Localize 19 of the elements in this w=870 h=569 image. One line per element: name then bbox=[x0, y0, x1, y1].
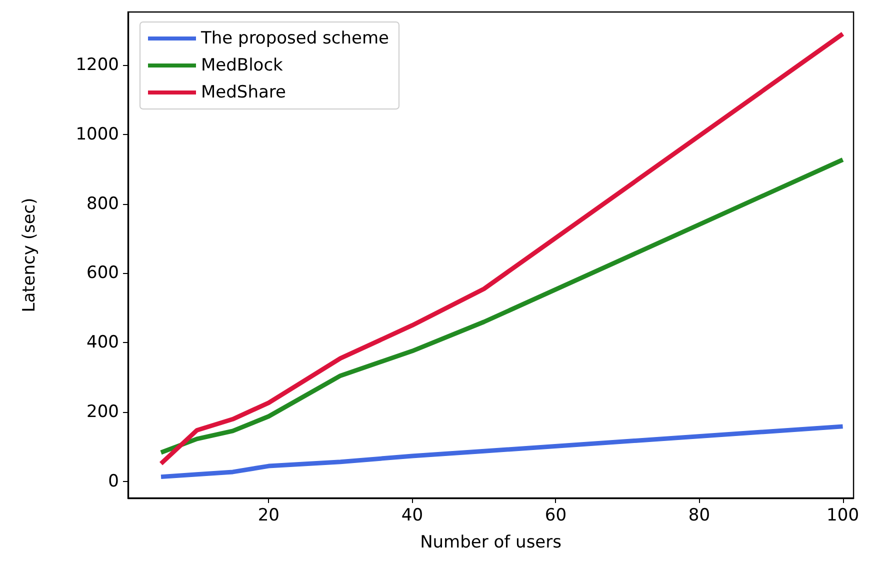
x-tick-label: 60 bbox=[544, 506, 567, 526]
y-tick-label: 1200 bbox=[76, 54, 119, 75]
legend-label: The proposed scheme bbox=[200, 28, 389, 48]
y-tick-label: 0 bbox=[108, 472, 119, 492]
x-tick-label: 100 bbox=[826, 506, 860, 526]
x-tick-label: 40 bbox=[401, 506, 424, 526]
y-tick-label: 400 bbox=[86, 332, 119, 353]
line-series bbox=[158, 157, 846, 455]
x-axis-title: Number of users bbox=[420, 532, 562, 552]
x-tick-label: 80 bbox=[688, 506, 710, 526]
y-tick-label: 200 bbox=[86, 402, 119, 422]
x-tick-label: 20 bbox=[258, 506, 280, 526]
y-tick-label: 600 bbox=[86, 263, 119, 284]
legend-label: MedBlock bbox=[201, 56, 284, 76]
y-tick-label: 1000 bbox=[76, 124, 119, 144]
legend-label: MedShare bbox=[201, 82, 286, 102]
y-axis-title: Latency (sec) bbox=[20, 198, 40, 312]
line-series bbox=[158, 32, 846, 466]
y-tick-label: 800 bbox=[86, 194, 119, 214]
